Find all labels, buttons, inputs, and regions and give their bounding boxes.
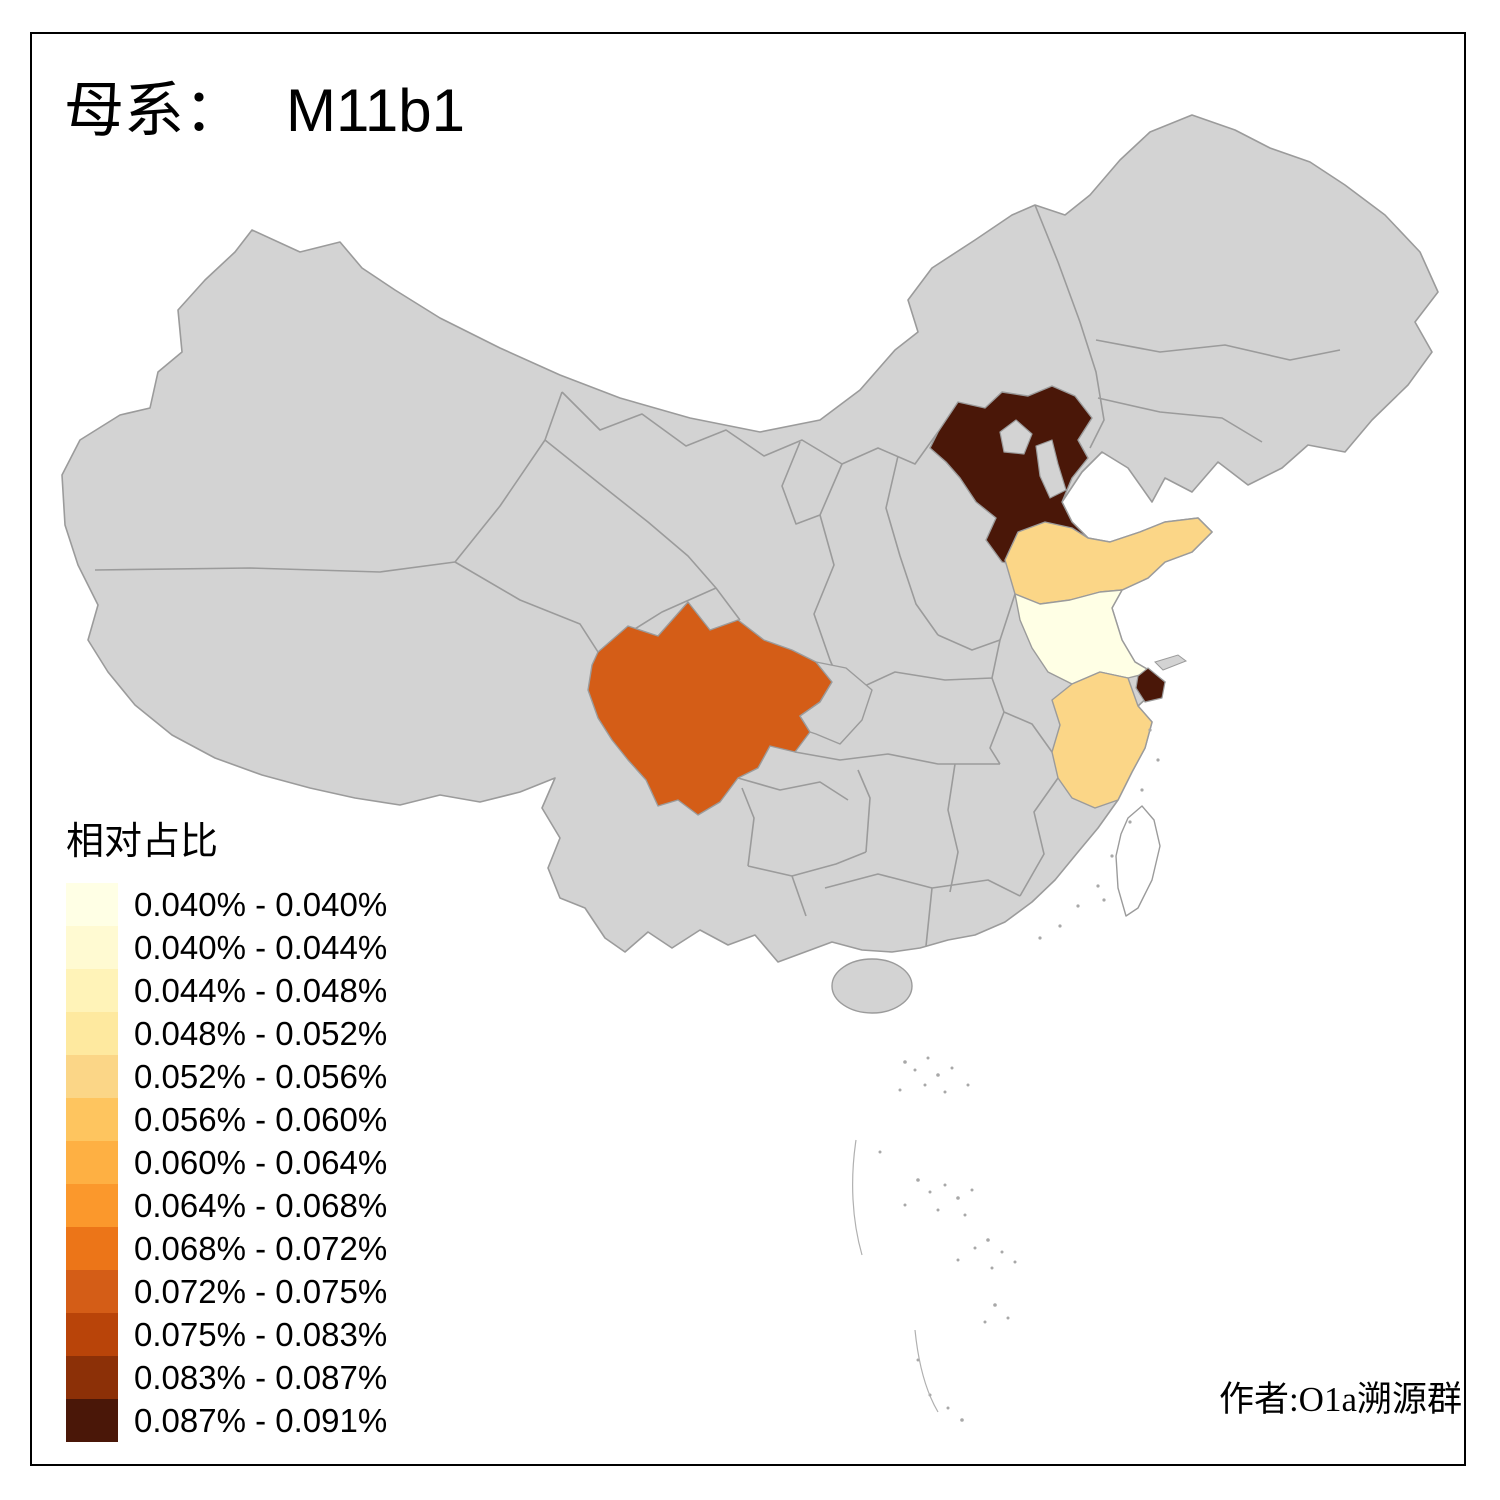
legend-swatch [66,1399,118,1442]
region-jiangsu [1014,589,1153,685]
province-boundaries [94,204,1341,947]
legend-entry: 0.064% - 0.068% [66,1184,387,1227]
legend-title: 相对占比 [66,821,219,863]
region-shanghai [1135,667,1166,703]
legend-swatch [66,1055,118,1098]
legend-entry: 0.072% - 0.075% [66,1270,387,1313]
legend-swatch [66,969,118,1012]
region-taiwan [1115,805,1161,917]
legend-swatch [66,926,118,969]
legend-swatch [66,883,118,926]
attribution: 作者:O1a溯源群 [1218,1380,1462,1419]
legend-label: 0.040% - 0.044% [134,928,388,966]
map-title-prefix: 母系： [64,78,244,144]
legend-entry: 0.048% - 0.052% [66,1012,387,1055]
legend-entry: 0.040% - 0.040% [66,883,387,926]
legend: 相对占比 0.040% - 0.040% 0.040% - 0.044% 0.0… [66,810,387,1442]
legend-entry: 0.044% - 0.048% [66,969,387,1012]
map-title-haplogroup: M11b1 [286,77,466,144]
plot-border [30,32,1466,1466]
legend-label: 0.060% - 0.064% [134,1143,388,1181]
legend-entry: 0.083% - 0.087% [66,1356,387,1399]
legend-swatch [66,1098,118,1141]
region-sichuan [587,601,833,816]
legend-label: 0.068% - 0.072% [134,1229,388,1267]
legend-entry: 0.056% - 0.060% [66,1098,387,1141]
legend-label: 0.056% - 0.060% [134,1100,388,1138]
legend-label: 0.040% - 0.040% [134,885,388,923]
legend-swatch [66,1184,118,1227]
legend-entry: 0.040% - 0.044% [66,926,387,969]
legend-entry: 0.068% - 0.072% [66,1227,387,1270]
sea-islets [878,728,1160,1422]
region-tianjin [1035,439,1067,499]
legend-entry: 0.075% - 0.083% [66,1313,387,1356]
legend-label: 0.064% - 0.068% [134,1186,388,1224]
legend-label: 0.072% - 0.075% [134,1272,388,1310]
region-hebei [929,385,1093,569]
region-beijing [999,419,1033,455]
legend-swatch [66,1313,118,1356]
legend-label: 0.044% - 0.048% [134,971,388,1009]
region-zhejiang [1051,671,1153,809]
legend-swatch [66,1012,118,1055]
legend-swatch [66,1227,118,1270]
legend-entry: 0.060% - 0.064% [66,1141,387,1184]
legend-label: 0.075% - 0.083% [134,1315,388,1353]
chongming-island [1154,654,1188,671]
legend-swatch [66,1270,118,1313]
legend-entry: 0.087% - 0.091% [66,1399,387,1442]
legend-label: 0.052% - 0.056% [134,1057,388,1095]
legend-entry: 0.052% - 0.056% [66,1055,387,1098]
region-hainan [831,958,913,1014]
legend-label: 0.083% - 0.087% [134,1358,388,1396]
map-title: 母系： M11b1 [64,62,465,149]
sea-boundary-slivers [852,1139,939,1413]
legend-label: 0.087% - 0.091% [134,1401,388,1439]
legend-swatch [66,1141,118,1184]
legend-swatch [66,1356,118,1399]
legend-label: 0.048% - 0.052% [134,1014,388,1052]
region-chongqing [799,661,873,745]
